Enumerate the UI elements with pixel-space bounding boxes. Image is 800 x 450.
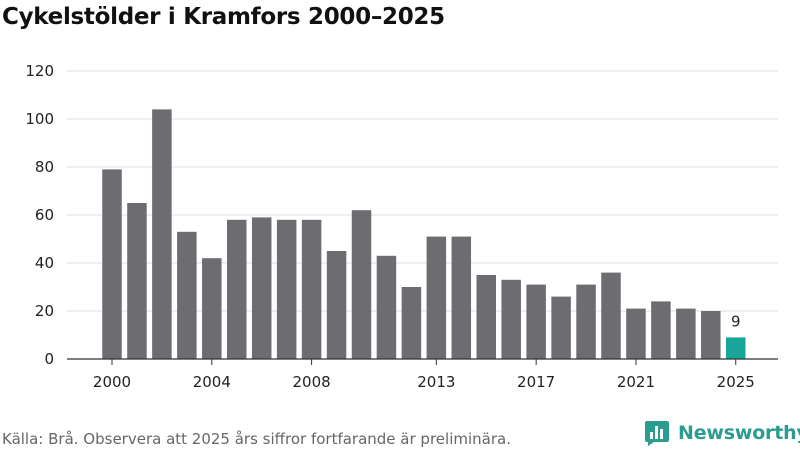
bar — [202, 258, 222, 359]
bar — [276, 219, 297, 359]
chart-title: Cykelstölder i Kramfors 2000–2025 — [2, 4, 445, 30]
bar — [501, 279, 521, 359]
y-tick-label: 40 — [35, 254, 54, 272]
source-note: Källa: Brå. Observera att 2025 års siffr… — [2, 430, 511, 448]
bar — [227, 219, 247, 359]
bar — [177, 231, 197, 359]
bar — [526, 284, 546, 359]
brand-name: Newsworthy — [678, 422, 800, 444]
bar — [351, 210, 372, 359]
gridlines — [67, 70, 778, 312]
bar — [676, 308, 696, 359]
bar — [626, 308, 646, 359]
data-label: 9 — [731, 312, 741, 330]
bar — [651, 301, 671, 359]
y-tick-label: 120 — [25, 62, 54, 80]
bar — [251, 217, 272, 359]
x-tick-label: 2025 — [717, 373, 755, 391]
y-tick-label: 0 — [44, 350, 54, 368]
x-tick-label: 2017 — [517, 373, 555, 391]
bar — [726, 337, 746, 359]
y-tick-label: 60 — [35, 206, 54, 224]
bar — [376, 255, 397, 359]
x-axis: 2000 2004 2008 2013 2017 2021 2025 — [67, 358, 778, 391]
bar — [102, 169, 122, 359]
bar — [576, 284, 596, 359]
x-tick-label: 2013 — [417, 373, 455, 391]
bar — [551, 296, 571, 359]
data-labels: 9 — [731, 312, 741, 330]
y-tick-label: 100 — [25, 110, 54, 128]
y-axis-ticks: 0 20 40 60 80 100 120 — [25, 62, 54, 368]
bar — [476, 275, 496, 359]
x-tick-label: 2000 — [93, 373, 131, 391]
bar — [326, 251, 347, 359]
y-tick-label: 20 — [35, 302, 54, 320]
x-tick-label: 2004 — [193, 373, 231, 391]
bar — [127, 203, 147, 359]
bar — [601, 272, 621, 359]
x-tick-label: 2008 — [293, 373, 331, 391]
bar — [451, 236, 472, 359]
bar — [426, 236, 447, 359]
bar — [401, 287, 422, 359]
y-tick-label: 80 — [35, 158, 54, 176]
bars — [102, 109, 746, 360]
bar — [152, 109, 172, 360]
x-tick-label: 2021 — [617, 373, 655, 391]
bar — [301, 219, 322, 359]
brand-logo[interactable]: Newsworthy — [644, 420, 800, 446]
bar — [701, 311, 721, 359]
bar-chart-logo-icon — [645, 421, 669, 446]
